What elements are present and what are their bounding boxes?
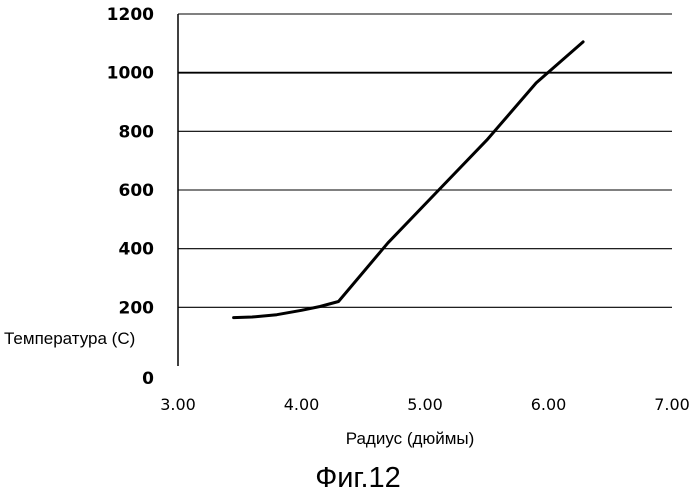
y-tick-label: 400 [119,240,155,260]
x-tick-label: 3.00 [160,395,196,414]
y-tick-label: 600 [119,181,155,201]
y-axis-label: Температура (С) [4,329,135,348]
series-layer [234,42,583,318]
x-tick-label: 7.00 [654,395,690,414]
x-tick-labels: 3.00 4.00 5.00 6.00 7.00 [160,395,690,414]
x-axis-label: Радиус (дюймы) [346,429,475,448]
y-tick-label: 1200 [107,5,154,25]
y-tick-label: 1000 [107,64,154,84]
y-tick-label: 200 [119,298,155,318]
x-tick-label: 5.00 [407,395,443,414]
y-tick-label: 800 [119,122,155,142]
x-tick-label: 4.00 [284,395,320,414]
series-line-0 [234,42,583,318]
x-tick-label: 6.00 [531,395,567,414]
figure-caption: Фиг.12 [315,462,401,493]
grid-lines [178,14,672,307]
y-tick-label: 0 [142,369,154,389]
